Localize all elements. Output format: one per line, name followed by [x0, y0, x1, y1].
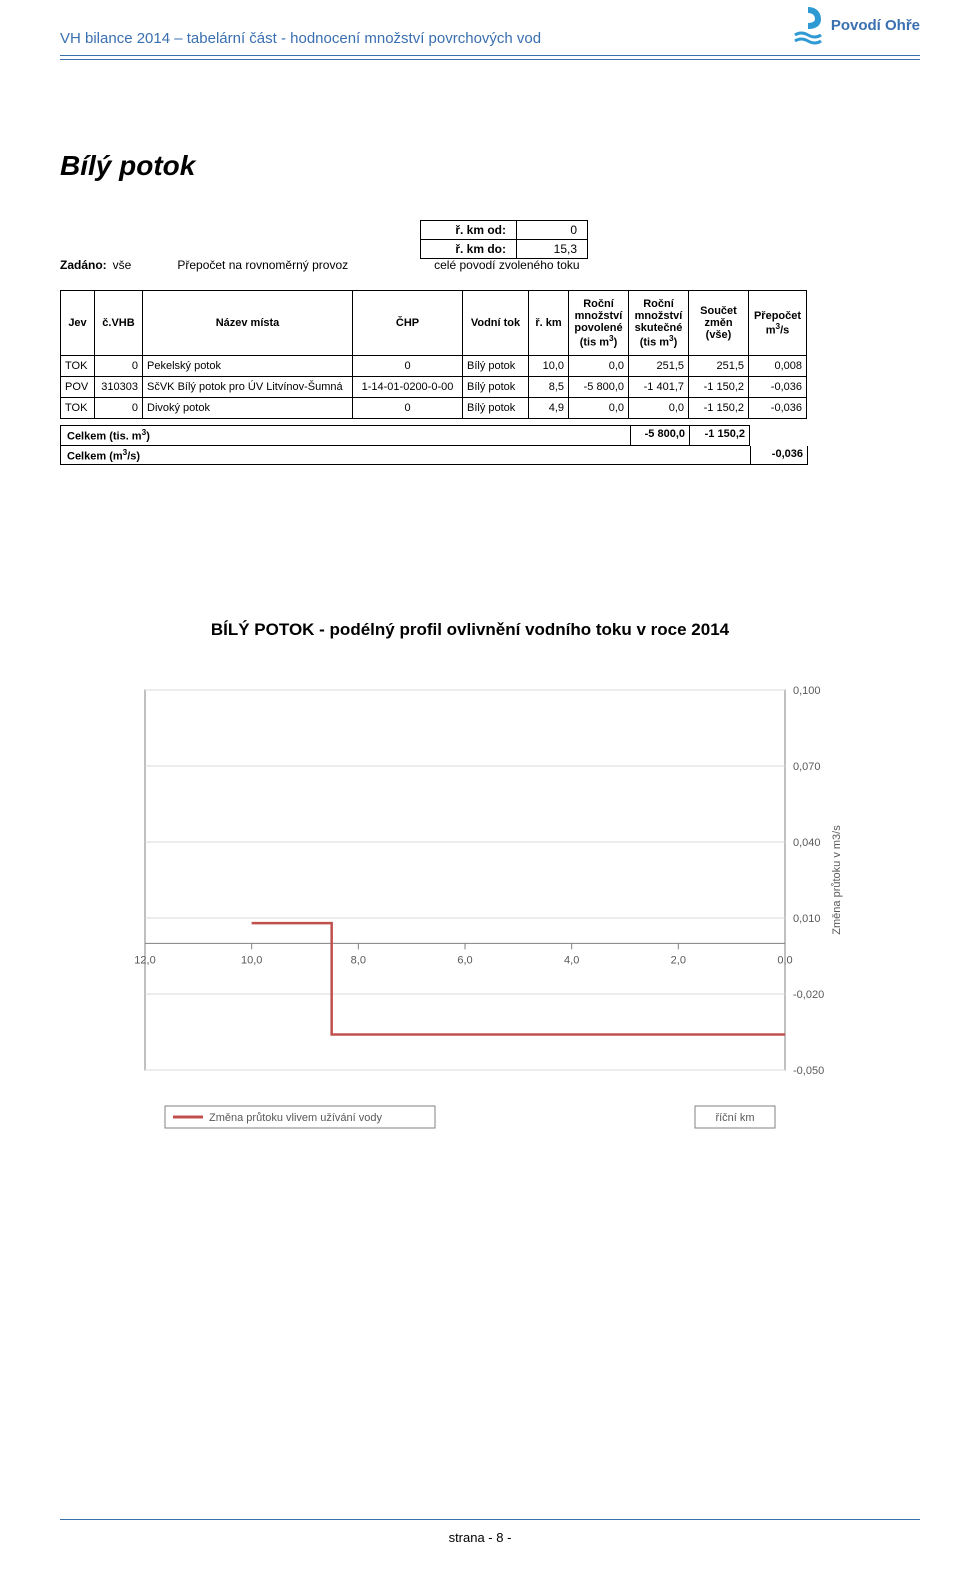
th-soucet: Součetzměn(vše)	[689, 291, 749, 356]
svg-text:10,0: 10,0	[241, 954, 262, 966]
totals-box: Celkem (tis. m3) -5 800,0 -1 150,2 Celke…	[60, 425, 920, 465]
logo-text: Povodí Ohře	[831, 17, 920, 34]
table-row: POV310303SčVK Bílý potok pro ÚV Litvínov…	[61, 377, 807, 398]
total2-v: -0,036	[750, 446, 808, 466]
page-header-left: VH bilance 2014 – tabelární část - hodno…	[60, 30, 541, 47]
footer-text: strana - 8 -	[0, 1530, 960, 1545]
svg-text:8,0: 8,0	[351, 954, 366, 966]
svg-text:12,0: 12,0	[134, 954, 155, 966]
svg-text:4,0: 4,0	[564, 954, 579, 966]
svg-text:0,100: 0,100	[793, 685, 821, 697]
svg-text:Změna průtoku vlivem užívání v: Změna průtoku vlivem užívání vody	[209, 1112, 383, 1124]
page-title: Bílý potok	[60, 150, 195, 182]
svg-text:říční km: říční km	[715, 1112, 754, 1124]
total1-spacer	[570, 425, 630, 446]
svg-text:0,010: 0,010	[793, 913, 821, 925]
table-row: TOK0Divoký potok0Bílý potok4,90,00,0-1 1…	[61, 398, 807, 419]
svg-text:-0,020: -0,020	[793, 989, 824, 1001]
total1-label: Celkem (tis. m3)	[60, 425, 570, 446]
chart-svg: 0,100 0,070 0,040 0,010 -0,020 -0,050 12,0 10,0…	[80, 650, 860, 1150]
chart-area: BÍLÝ POTOK - podélný profil ovlivnění vo…	[80, 620, 860, 1155]
data-table: Jev č.VHB Název místa ČHP Vodní tok ř. k…	[60, 290, 807, 419]
th-nazev: Název místa	[143, 291, 353, 356]
meta-zadano-val: vše	[113, 258, 132, 272]
km-range-box: ř. km od: 0 ř. km do: 15,3	[420, 220, 588, 259]
th-km: ř. km	[529, 291, 569, 356]
th-jev: Jev	[61, 291, 95, 356]
th-tok: Vodní tok	[463, 291, 529, 356]
svg-text:0,040: 0,040	[793, 837, 821, 849]
header-divider	[60, 55, 920, 60]
meta-line: Zadáno: vše Přepočet na rovnoměrný provo…	[60, 258, 580, 272]
svg-text:0,0: 0,0	[777, 954, 792, 966]
svg-text:0,070: 0,070	[793, 761, 821, 773]
svg-text:2,0: 2,0	[671, 954, 686, 966]
th-chp: ČHP	[353, 291, 463, 356]
km-od-label: ř. km od:	[421, 221, 517, 240]
th-prep: Přepočetm3/s	[749, 291, 807, 356]
svg-text:Změna průtoku v m3/s: Změna průtoku v m3/s	[831, 825, 843, 935]
meta-prepocet-lbl: Přepočet na rovnoměrný provoz	[177, 258, 348, 272]
km-od-value: 0	[517, 221, 588, 240]
table-row: TOK0Pekelský potok0Bílý potok10,00,0251,…	[61, 356, 807, 377]
th-pov: Ročnímnožstvípovolené(tis m3)	[569, 291, 629, 356]
svg-text:6,0: 6,0	[457, 954, 472, 966]
footer-divider	[60, 1519, 920, 1520]
km-do-label: ř. km do:	[421, 240, 517, 259]
logo-icon	[791, 5, 825, 45]
th-vhb: č.VHB	[95, 291, 143, 356]
total2-label: Celkem (m3/s)	[60, 446, 570, 466]
km-do-value: 15,3	[517, 240, 588, 259]
total2-spacer	[570, 446, 750, 466]
th-skut: Ročnímnožstvískutečné(tis m3)	[629, 291, 689, 356]
chart-title: BÍLÝ POTOK - podélný profil ovlivnění vo…	[80, 620, 860, 640]
total1-v2: -1 150,2	[690, 425, 750, 446]
logo: Povodí Ohře	[791, 5, 920, 45]
meta-povodi: celé povodí zvoleného toku	[434, 258, 579, 272]
svg-text:-0,050: -0,050	[793, 1065, 824, 1077]
total1-v1: -5 800,0	[630, 425, 690, 446]
meta-zadano-lbl: Zadáno:	[60, 258, 107, 272]
